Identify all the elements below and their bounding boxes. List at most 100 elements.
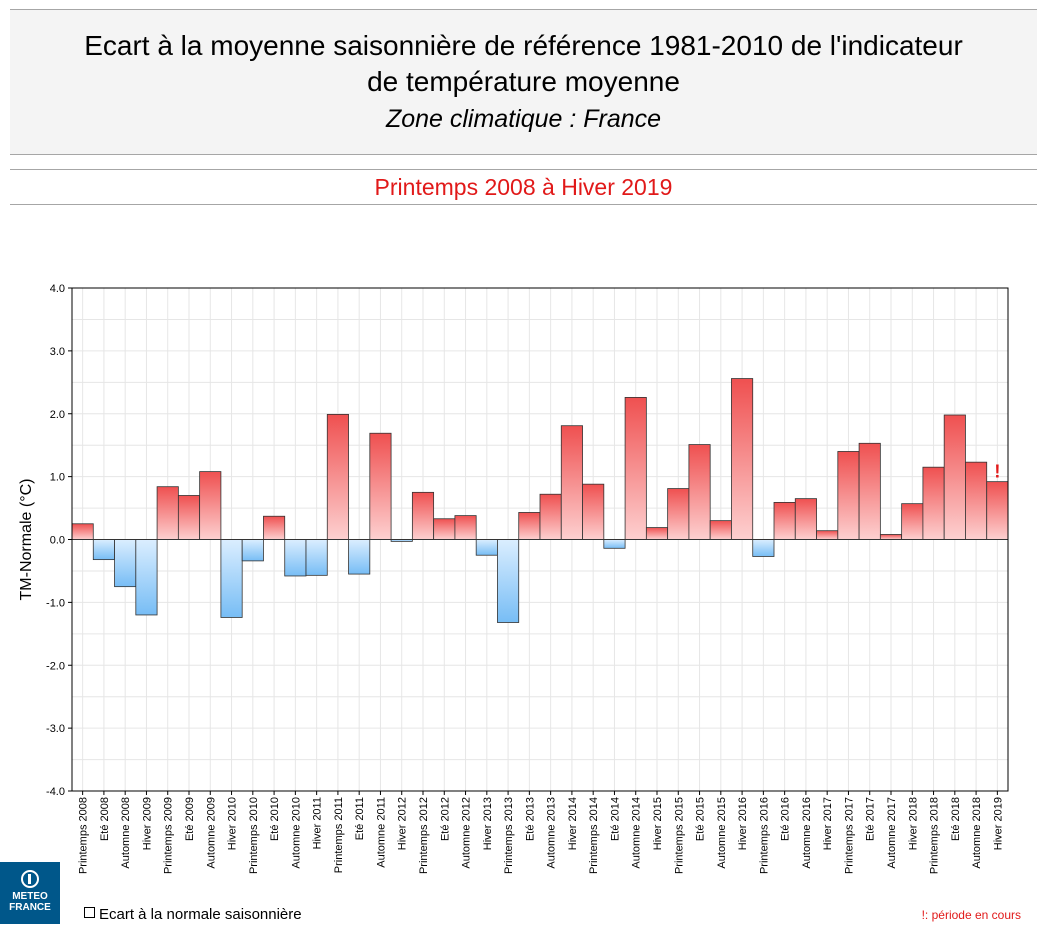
x-tick-label: Automne 2017 bbox=[886, 797, 898, 869]
bar bbox=[603, 539, 626, 549]
bar bbox=[220, 539, 243, 618]
x-tick-label: Eté 2011 bbox=[354, 797, 366, 840]
x-tick-label: Eté 2015 bbox=[695, 797, 707, 841]
bar bbox=[241, 539, 264, 562]
y-tick-label: 4.0 bbox=[50, 283, 65, 295]
x-tick-label: Automne 2016 bbox=[801, 797, 813, 869]
x-tick-label: Hiver 2009 bbox=[141, 797, 153, 850]
x-tick-label: Eté 2017 bbox=[865, 797, 877, 841]
bar bbox=[411, 491, 435, 540]
bar bbox=[71, 523, 94, 540]
x-tick-label: Eté 2016 bbox=[780, 797, 792, 841]
bar bbox=[92, 539, 115, 561]
logo-text-line-2: FRANCE bbox=[9, 902, 51, 913]
x-tick-label: Hiver 2018 bbox=[907, 797, 919, 850]
x-tick-label: Automne 2018 bbox=[971, 797, 983, 869]
x-tick-label: Printemps 2008 bbox=[78, 797, 90, 874]
x-tick-label: Printemps 2018 bbox=[929, 797, 941, 874]
x-tick-label: Automne 2010 bbox=[290, 797, 302, 869]
x-tick-label: Eté 2010 bbox=[269, 797, 281, 841]
bar bbox=[348, 539, 371, 575]
bar bbox=[177, 495, 201, 540]
y-tick-label: -1.0 bbox=[46, 597, 65, 609]
bar bbox=[943, 414, 966, 540]
current-period-footnote: !: période en cours bbox=[921, 908, 1021, 922]
x-tick-label: Eté 2008 bbox=[99, 797, 111, 841]
bar bbox=[773, 501, 796, 540]
bar bbox=[199, 471, 222, 540]
chart-subtitle: Zone climatique : France bbox=[385, 105, 662, 133]
x-tick-label: Printemps 2011 bbox=[333, 797, 345, 873]
chart-title-line-1: Ecart à la moyenne saisonnière de référe… bbox=[84, 30, 963, 61]
x-tick-label: Hiver 2019 bbox=[992, 797, 1004, 850]
x-tick-label: Printemps 2014 bbox=[588, 797, 600, 874]
x-tick-label: Hiver 2016 bbox=[737, 797, 749, 850]
bar bbox=[731, 378, 754, 540]
bar bbox=[518, 512, 541, 540]
bar bbox=[114, 539, 137, 588]
y-tick-label: 3.0 bbox=[50, 346, 65, 358]
bar bbox=[326, 413, 349, 540]
y-axis-label: TM-Normale (°C) bbox=[18, 479, 35, 601]
meteo-france-emblem-icon bbox=[21, 870, 39, 888]
x-tick-label: Automne 2015 bbox=[716, 797, 728, 869]
chart-legend: Ecart à la normale saisonnière bbox=[84, 906, 302, 924]
x-tick-label: Hiver 2017 bbox=[822, 797, 834, 850]
x-tick-label: Hiver 2011 bbox=[312, 797, 324, 849]
x-tick-label: Eté 2013 bbox=[524, 797, 536, 841]
x-tick-label: Automne 2012 bbox=[461, 797, 473, 869]
bar bbox=[454, 515, 477, 540]
x-tick-label: Hiver 2013 bbox=[482, 797, 494, 850]
x-tick-label: Eté 2012 bbox=[439, 797, 451, 841]
bar bbox=[645, 527, 669, 540]
current-period-marker: ! bbox=[994, 462, 1000, 482]
x-tick-label: Printemps 2010 bbox=[248, 797, 260, 874]
y-tick-label: 2.0 bbox=[50, 409, 65, 421]
logo-text-line-1: METEO bbox=[12, 891, 48, 902]
bar bbox=[816, 530, 839, 540]
y-tick-label: -3.0 bbox=[46, 723, 65, 735]
y-tick-label: -4.0 bbox=[46, 786, 65, 798]
bar bbox=[497, 539, 520, 623]
bar bbox=[305, 539, 328, 576]
y-tick-label: -2.0 bbox=[46, 660, 65, 672]
bar bbox=[922, 466, 945, 540]
bar bbox=[986, 481, 1009, 540]
bar bbox=[539, 493, 562, 540]
legend-swatch bbox=[84, 907, 95, 918]
bar bbox=[837, 451, 860, 540]
bar bbox=[475, 539, 498, 556]
x-tick-label: Printemps 2009 bbox=[163, 797, 175, 874]
x-tick-label: Automne 2011 bbox=[375, 797, 387, 868]
x-tick-label: Automne 2009 bbox=[205, 797, 217, 869]
chart-title-line-2: de température moyenne bbox=[367, 66, 680, 97]
x-tick-label: Printemps 2013 bbox=[503, 797, 515, 874]
bar bbox=[709, 520, 732, 540]
x-tick-label: Automne 2014 bbox=[631, 797, 643, 869]
bar bbox=[901, 503, 924, 540]
bar bbox=[263, 515, 286, 540]
y-tick-label: 0.0 bbox=[50, 535, 65, 547]
x-tick-label: Hiver 2012 bbox=[397, 797, 409, 850]
meteo-france-logo: METEO FRANCE bbox=[0, 862, 60, 924]
x-tick-label: Hiver 2010 bbox=[227, 797, 239, 850]
bar bbox=[858, 442, 881, 540]
y-tick-label: 1.0 bbox=[50, 472, 65, 484]
bar bbox=[688, 444, 711, 540]
legend-label: Ecart à la normale saisonnière bbox=[99, 906, 302, 923]
bar bbox=[624, 396, 647, 540]
x-tick-label: Eté 2014 bbox=[609, 797, 621, 841]
x-tick-label: Printemps 2015 bbox=[673, 797, 685, 874]
x-tick-label: Automne 2013 bbox=[546, 797, 558, 869]
bar bbox=[582, 483, 605, 540]
period-label: Printemps 2008 à Hiver 2019 bbox=[10, 169, 1037, 205]
x-tick-label: Eté 2009 bbox=[184, 797, 196, 841]
chart-title-panel: Ecart à la moyenne saisonnière de référe… bbox=[10, 9, 1037, 155]
bar bbox=[794, 498, 817, 540]
bar bbox=[879, 534, 903, 540]
bar bbox=[284, 539, 307, 577]
x-tick-label: Hiver 2015 bbox=[652, 797, 664, 850]
bar bbox=[752, 539, 775, 557]
x-tick-label: Printemps 2017 bbox=[843, 797, 855, 874]
